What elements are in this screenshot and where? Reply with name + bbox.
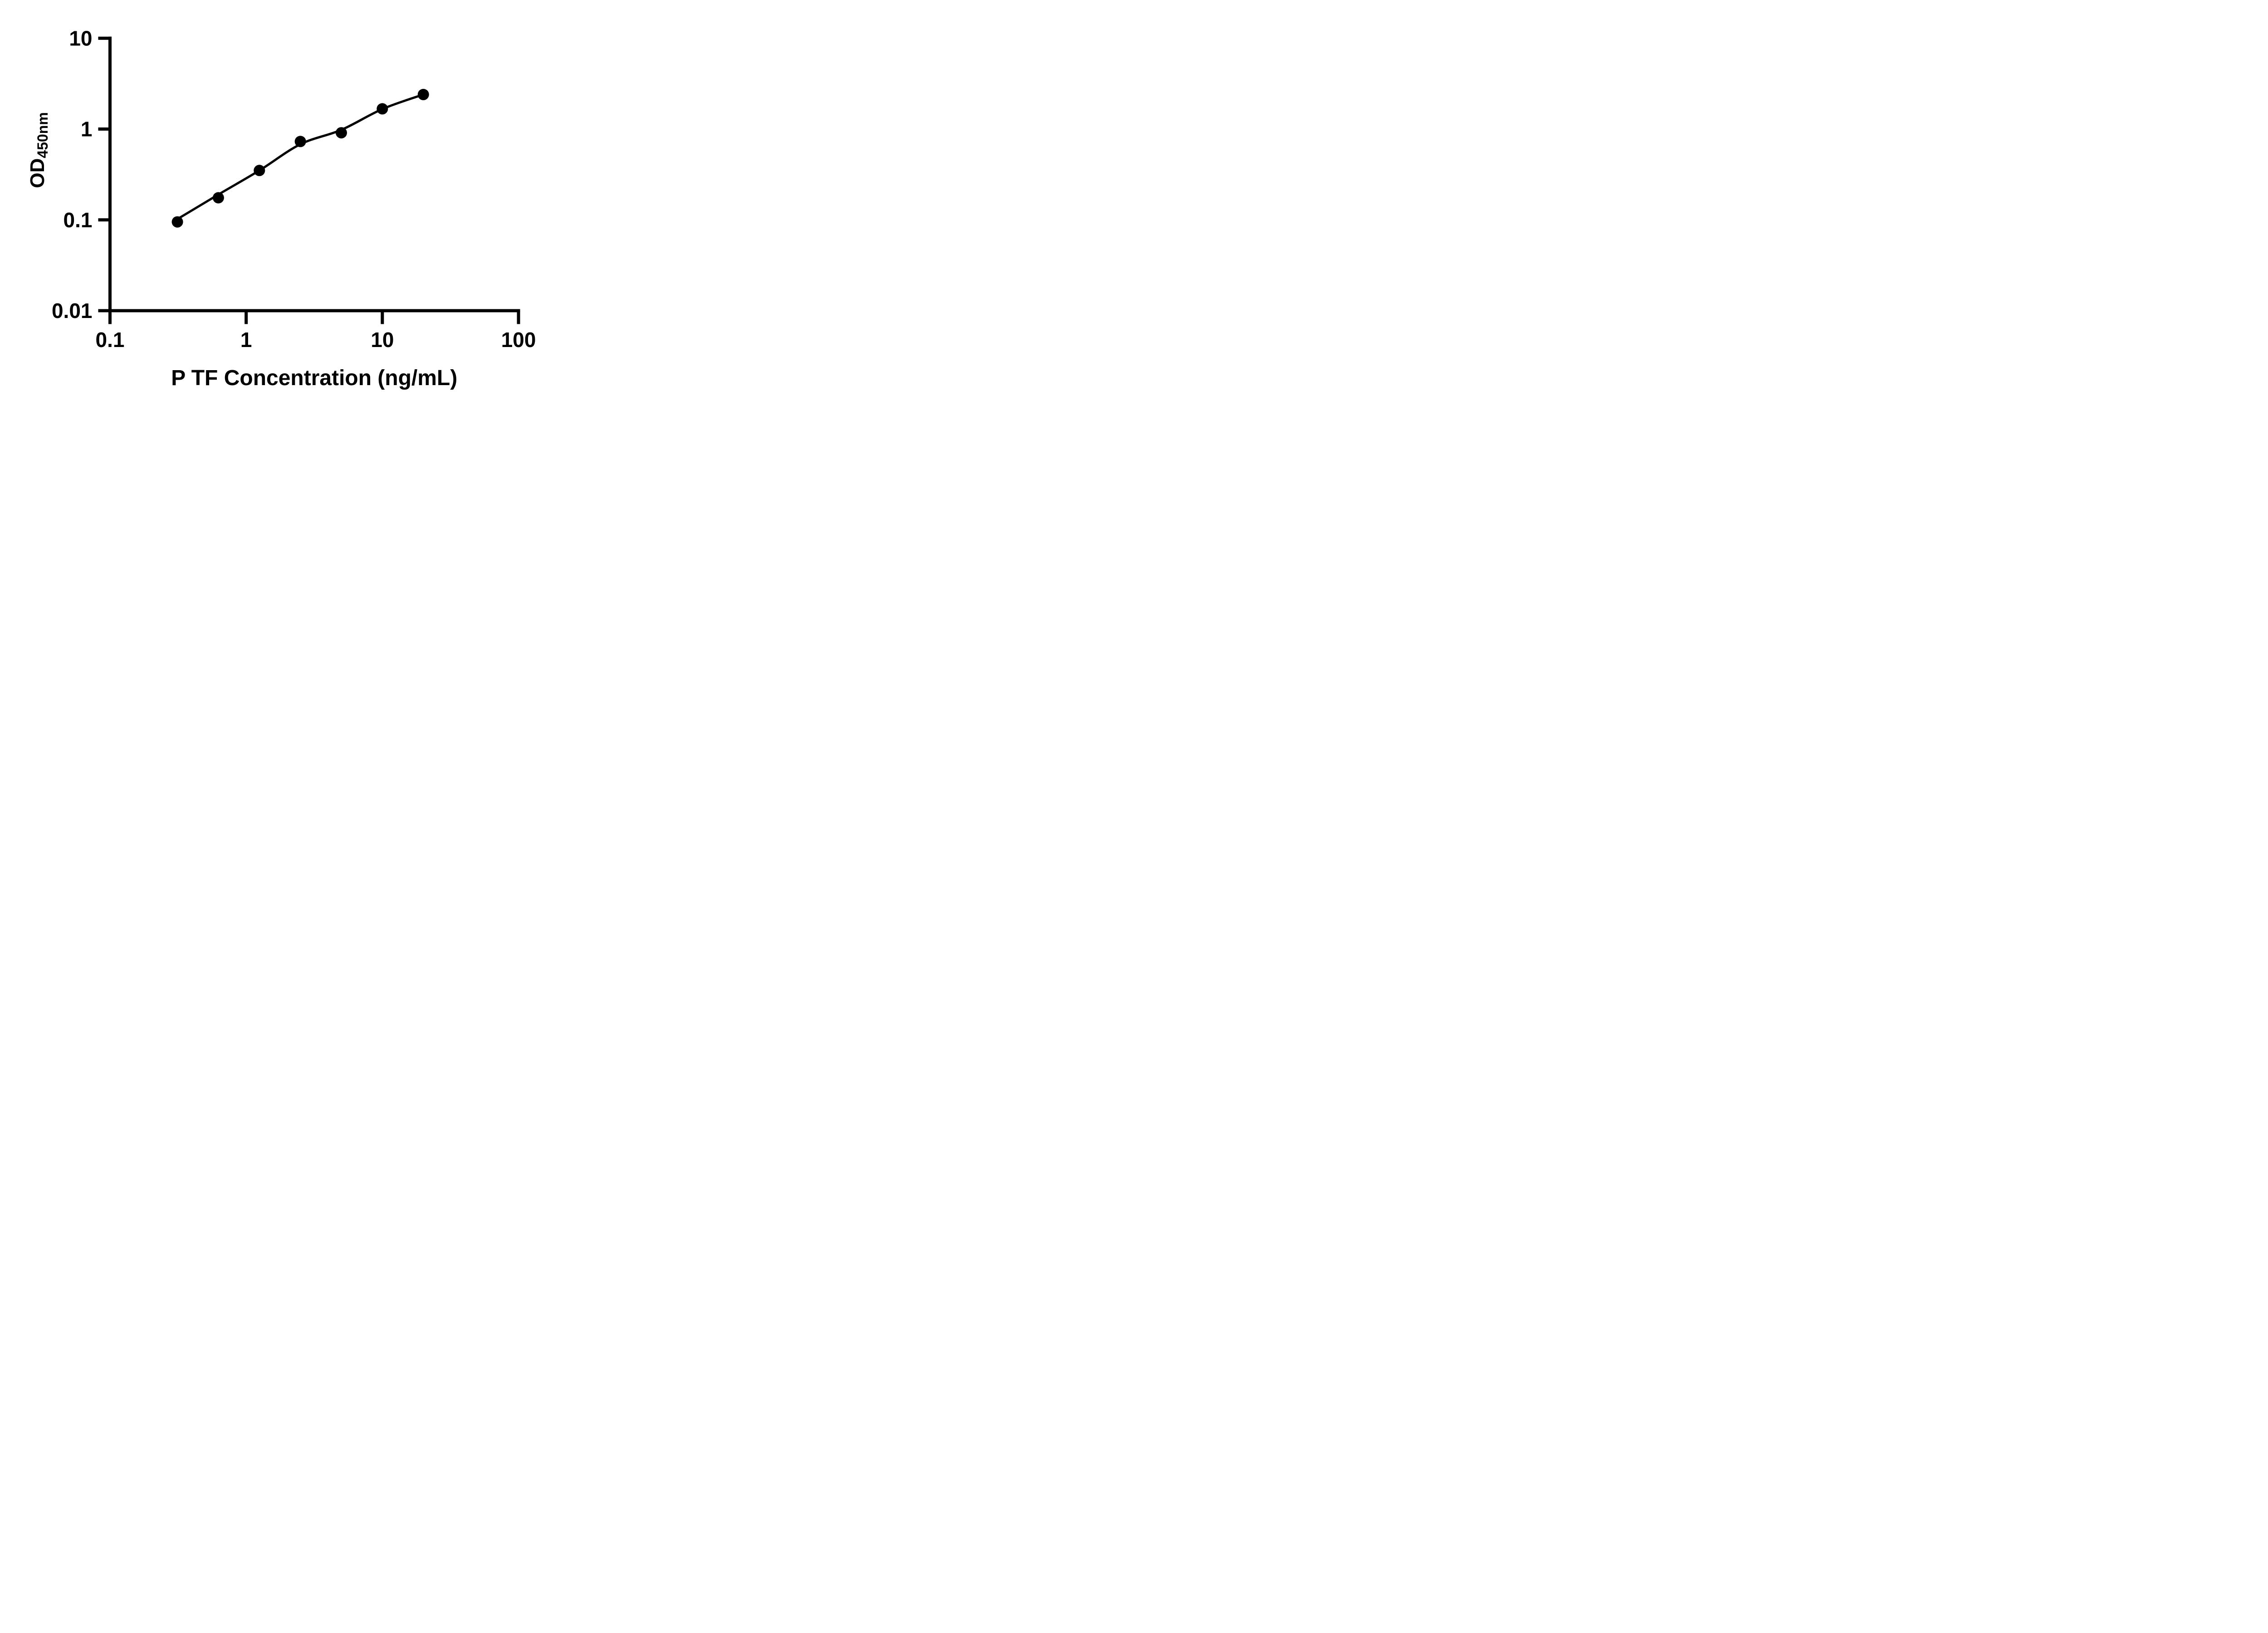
y-axis-title-subscript: 450nm [34,112,51,158]
y-tick-mark [98,127,112,131]
x-tick-label: 10 [371,328,394,352]
x-tick-mark [108,310,112,324]
x-tick-mark [517,310,520,324]
y-tick-mark [98,309,112,313]
y-tick-label: 10 [69,26,92,50]
data-point [294,136,306,147]
x-tick-label: 1 [240,328,252,352]
y-tick-mark [98,36,112,40]
y-tick-mark [98,218,112,222]
x-tick-mark [381,310,384,324]
y-axis-title: OD450nm [26,112,51,188]
data-point [417,88,429,100]
x-tick-label: 0.1 [96,328,125,352]
elisa-standard-curve-figure: 10 1 0.1 0.01 0.1 1 10 100 P TF Concentration (n… [0,0,581,408]
x-tick-mark [244,310,248,324]
x-axis-line [108,309,520,313]
y-tick-label: 0.01 [52,299,93,323]
data-point [171,216,183,228]
data-point [336,127,347,139]
data-point [376,103,388,115]
x-axis-title: P TF Concentration (ng/mL) [171,366,457,390]
y-tick-label: 0.1 [64,208,93,232]
y-tick-label: 1 [81,117,93,141]
y-axis-title-base: OD [26,158,49,188]
data-point [212,192,224,204]
x-tick-label: 100 [501,328,536,352]
data-point [254,165,265,176]
y-axis-line [108,36,112,313]
